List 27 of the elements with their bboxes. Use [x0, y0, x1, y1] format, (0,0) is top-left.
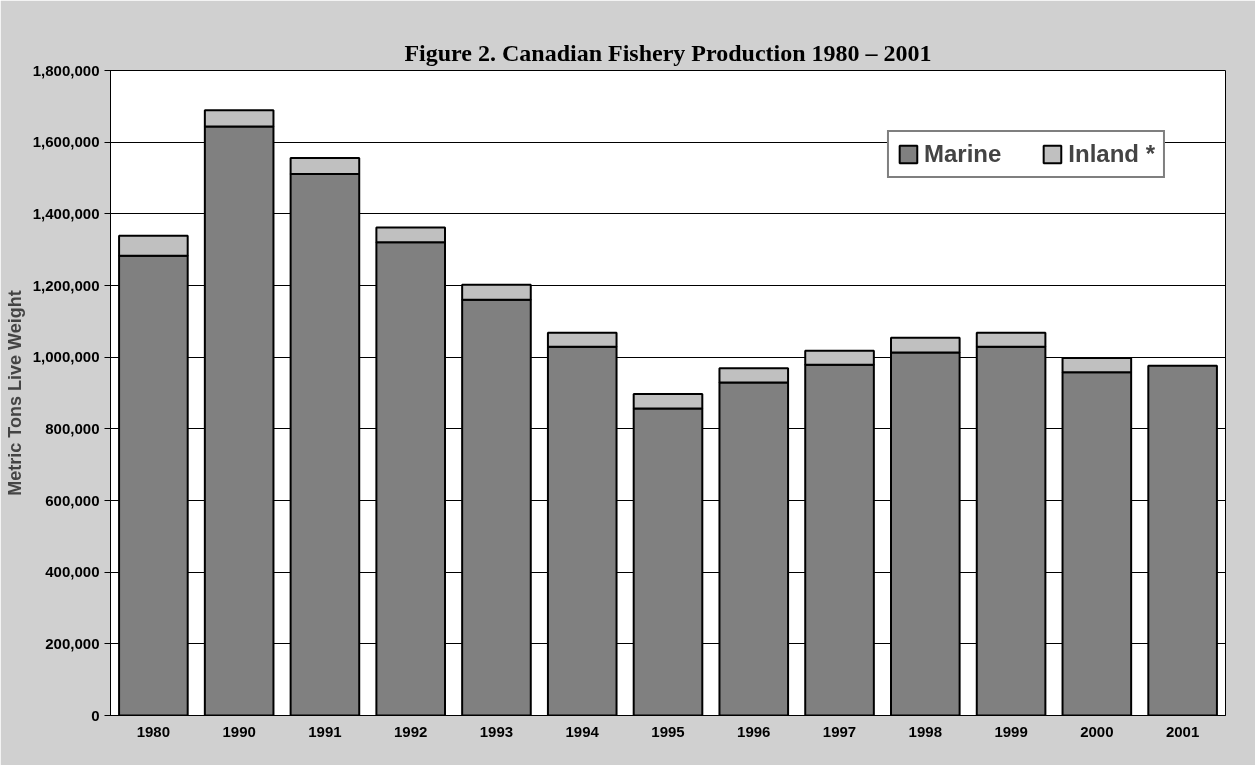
- x-tick-label: 1990: [222, 722, 256, 740]
- y-tick-label: 600,000: [45, 491, 100, 509]
- x-tick-label: 2000: [1080, 722, 1114, 740]
- x-tick-label: 1994: [565, 722, 600, 740]
- y-axis-title: Metric Tons Live Weight: [4, 290, 25, 496]
- y-tick-label: 0: [91, 706, 100, 724]
- x-tick-label: 1996: [737, 722, 771, 740]
- x-tick-label: 2001: [1165, 722, 1200, 740]
- x-tick-label: 1997: [822, 722, 857, 740]
- legend-label: Marine: [923, 140, 1002, 168]
- x-tick-label: 1999: [994, 722, 1028, 740]
- x-tick-label: 1980: [136, 722, 171, 740]
- x-tick-label: 1992: [394, 722, 428, 740]
- y-tick-label: 1,000,000: [32, 348, 100, 366]
- y-tick-label: 400,000: [45, 563, 100, 581]
- y-tick-label: 800,000: [45, 419, 100, 437]
- y-tick-label: 1,200,000: [32, 276, 100, 294]
- x-tick-label: 1991: [308, 722, 342, 740]
- y-tick-label: 1,600,000: [32, 133, 100, 151]
- chart-title: Figure 2. Canadian Fishery Production 1980 – 2001: [404, 39, 932, 66]
- y-tick-label: 200,000: [45, 634, 100, 652]
- legend-label: Inland *: [1068, 140, 1155, 168]
- x-tick-label: 1998: [908, 722, 942, 740]
- y-tick-label: 1,800,000: [32, 61, 100, 79]
- x-tick-label: 1995: [651, 722, 685, 740]
- y-tick-label: 1,400,000: [32, 204, 100, 222]
- x-tick-label: 1993: [479, 722, 514, 740]
